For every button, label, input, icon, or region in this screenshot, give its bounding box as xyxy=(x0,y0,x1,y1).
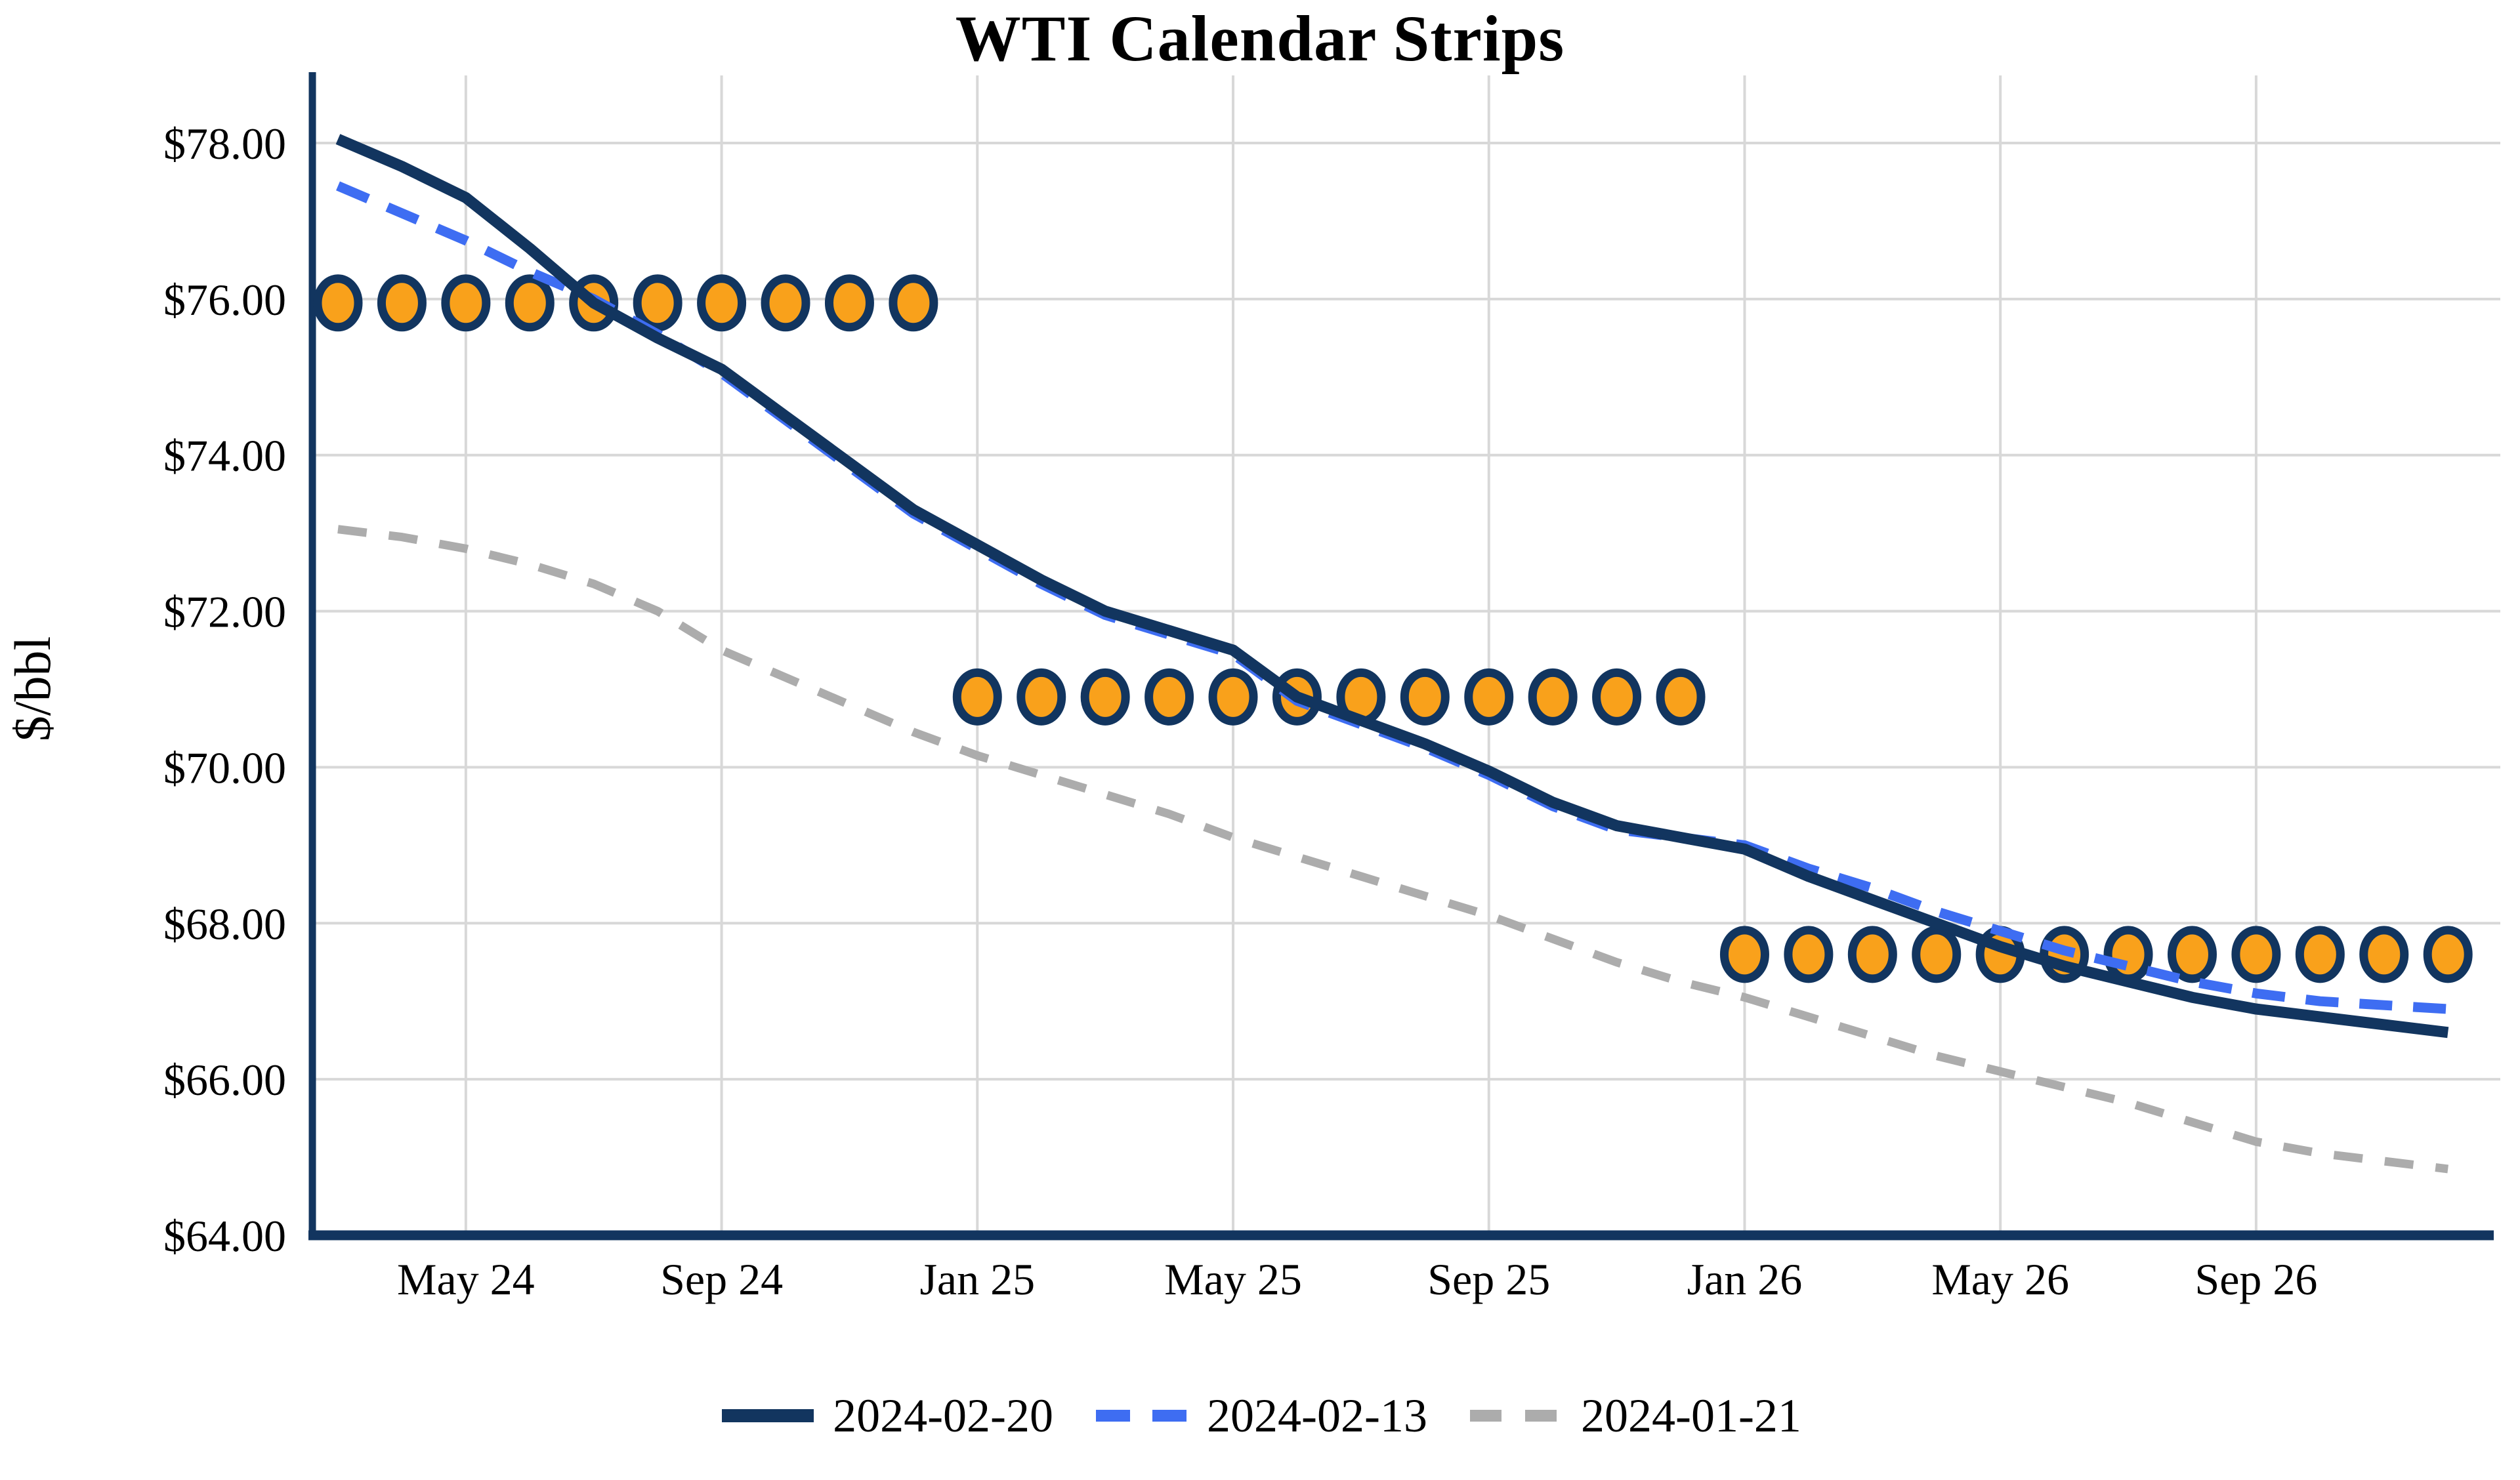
strip-marker xyxy=(697,274,747,332)
plot-area: $78.00 $76.00 $74.00 $72.00 $70.00 $68.00 $66.… xyxy=(163,72,2500,1304)
y-tick-label: $70.00 xyxy=(163,743,286,792)
x-tick-label: May 25 xyxy=(1164,1254,1302,1304)
strip-marker xyxy=(505,274,555,332)
y-tick-label: $78.00 xyxy=(163,119,286,169)
strip-marker xyxy=(1592,668,1642,726)
x-tick-label: Sep 24 xyxy=(660,1254,783,1304)
strip-marker xyxy=(952,668,1002,726)
strip-marker xyxy=(2423,926,2473,983)
legend: 2024-02-20 2024-02-13 2024-01-21 xyxy=(0,1370,2520,1462)
y-tick-label: $68.00 xyxy=(163,899,286,949)
x-tick-label: Jan 25 xyxy=(919,1254,1035,1304)
x-tick-label: May 24 xyxy=(397,1254,535,1304)
x-tick-label: Sep 26 xyxy=(2194,1254,2317,1304)
strip-marker xyxy=(2359,926,2409,983)
strip-marker xyxy=(1528,668,1578,726)
x-tick-label: Jan 26 xyxy=(1687,1254,1803,1304)
solid-line-swatch-icon xyxy=(722,1409,814,1422)
legend-item-2024-02-13: 2024-02-13 xyxy=(1093,1389,1427,1443)
legend-label: 2024-02-20 xyxy=(833,1389,1054,1442)
y-tick-labels: $78.00 $76.00 $74.00 $72.00 $70.00 $68.00 $66.… xyxy=(163,119,286,1261)
strip-marker xyxy=(1912,926,1962,983)
strip-marker xyxy=(1080,668,1130,726)
strip-marker xyxy=(1656,668,1706,726)
strip-marker xyxy=(1208,668,1258,726)
legend-label: 2024-01-21 xyxy=(1580,1389,1801,1442)
dashed-line-swatch-icon xyxy=(1469,1410,1562,1422)
x-tick-labels: May 24 Sep 24 Jan 25 May 25 Sep 25 Jan 26 May … xyxy=(397,1254,2317,1304)
strip-marker xyxy=(1400,668,1450,726)
strip-marker xyxy=(889,274,938,332)
strip-marker xyxy=(2295,926,2345,983)
strip-marker xyxy=(1464,668,1514,726)
strip-marker xyxy=(441,274,491,332)
series-line-2024-01-21 xyxy=(337,525,2448,1174)
legend-label: 2024-02-13 xyxy=(1207,1389,1427,1442)
x-tick-label: Sep 25 xyxy=(1427,1254,1550,1304)
strip-marker xyxy=(1719,926,1769,983)
y-tick-label: $66.00 xyxy=(163,1055,286,1105)
legend-item-2024-01-21: 2024-01-21 xyxy=(1467,1389,1801,1443)
y-tick-label: $76.00 xyxy=(163,275,286,325)
dashed-line-swatch-icon xyxy=(1096,1410,1188,1422)
strip-marker xyxy=(2231,926,2281,983)
strip-marker xyxy=(377,274,427,332)
strip-marker xyxy=(1784,926,1834,983)
strip-marker xyxy=(1017,668,1066,726)
strip-marker xyxy=(633,274,682,332)
strip-marker xyxy=(1144,668,1194,726)
y-tick-label: $72.00 xyxy=(163,587,286,637)
strip-marker xyxy=(824,274,874,332)
chart-title: WTI Calendar Strips xyxy=(955,2,1565,75)
strip-marker xyxy=(1847,926,1897,983)
strip-marker xyxy=(2103,926,2153,983)
series-line-2024-02-20 xyxy=(335,134,2449,1038)
strip-marker xyxy=(313,274,363,332)
x-tick-label: May 26 xyxy=(1931,1254,2069,1304)
axes xyxy=(308,72,2494,1241)
y-tick-label: $74.00 xyxy=(163,431,286,481)
y-tick-label: $64.00 xyxy=(163,1211,286,1261)
strip-marker xyxy=(761,274,810,332)
strip-marker xyxy=(2167,926,2217,983)
legend-item-2024-02-20: 2024-02-20 xyxy=(719,1389,1053,1443)
strip-markers xyxy=(313,274,2473,983)
